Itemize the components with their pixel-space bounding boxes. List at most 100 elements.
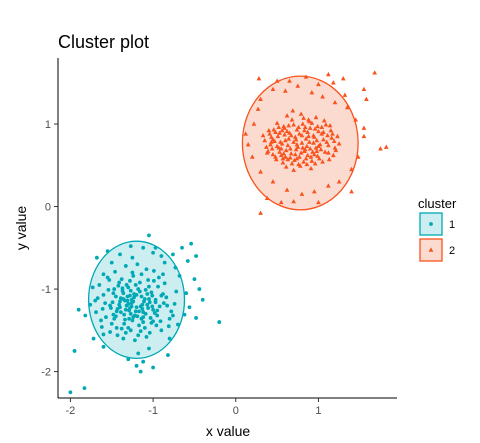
- cluster-2-point: [268, 134, 274, 139]
- cluster-1-point: [200, 297, 205, 302]
- cluster-1-point: [105, 275, 110, 280]
- cluster-1-point: [121, 336, 126, 341]
- cluster-2-point: [251, 121, 257, 126]
- cluster-2-point: [287, 78, 292, 83]
- cluster-2-point: [307, 125, 313, 130]
- cluster-1-point: [133, 309, 138, 314]
- cluster-2-point: [270, 137, 276, 142]
- cluster-1-point: [99, 318, 103, 323]
- cluster-1-point: [128, 244, 133, 249]
- cluster-1-point: [132, 292, 136, 296]
- x-tick-label: 0: [233, 405, 239, 417]
- cluster-1-point: [97, 283, 102, 287]
- cluster-1-point: [128, 328, 133, 333]
- cluster-1-point: [100, 306, 105, 311]
- cluster-1-point: [162, 281, 167, 286]
- cluster-2-point: [295, 144, 301, 149]
- cluster-2-point: [330, 131, 335, 136]
- legend-title: cluster: [418, 196, 457, 211]
- cluster-1-point: [118, 252, 122, 257]
- cluster-2-point: [283, 147, 289, 153]
- cluster-2-point: [361, 125, 367, 130]
- cluster-1-point: [175, 322, 180, 327]
- cluster-2-point: [316, 199, 321, 205]
- cluster-2-point: [322, 149, 328, 154]
- cluster-1-point: [149, 290, 154, 295]
- cluster-2-point: [289, 161, 295, 166]
- cluster-1-point: [173, 265, 178, 270]
- cluster-2-point: [274, 78, 280, 83]
- cluster-2-point: [277, 130, 282, 135]
- cluster-1-point: [130, 270, 135, 275]
- y-axis-ticks: -2 -1 0 1: [41, 119, 58, 379]
- cluster-1-point: [131, 273, 136, 278]
- cluster-2-point: [249, 154, 255, 159]
- cluster-1-point: [156, 284, 160, 289]
- cluster-1-point: [128, 288, 133, 293]
- cluster-1-point: [189, 241, 194, 246]
- cluster-1-point: [172, 302, 177, 306]
- cluster-2-point: [304, 161, 310, 167]
- cluster-1-point: [174, 289, 179, 294]
- cluster-1-point: [72, 349, 77, 353]
- cluster-2-point: [284, 128, 290, 134]
- cluster-2-point: [336, 141, 342, 146]
- cluster-1-point: [94, 310, 98, 315]
- cluster-1-point: [147, 297, 151, 301]
- data-points: [68, 70, 389, 395]
- cluster-1-point: [115, 306, 120, 311]
- cluster-1-point: [140, 302, 145, 307]
- cluster-1-point: [132, 338, 137, 343]
- cluster-2-point: [329, 135, 335, 140]
- cluster-1-point: [112, 287, 117, 291]
- cluster-2-point: [279, 128, 285, 133]
- cluster-2-point: [299, 191, 305, 196]
- cluster-2-point: [292, 151, 298, 157]
- cluster-2-point: [361, 86, 367, 92]
- cluster-1-point: [134, 305, 139, 310]
- cluster-1-point: [126, 302, 131, 306]
- cluster-2-point: [273, 156, 279, 162]
- cluster-2-point: [320, 94, 325, 99]
- cluster-1-point: [123, 264, 128, 268]
- cluster-1-point: [147, 300, 152, 305]
- cluster-2-point: [287, 130, 292, 135]
- cluster-2-point: [330, 80, 336, 85]
- cluster-2-point: [349, 166, 354, 172]
- cluster-1-point: [147, 233, 151, 238]
- cluster-1-point: [136, 333, 141, 338]
- y-tick-label: 1: [45, 119, 51, 131]
- cluster-1-point: [105, 249, 110, 254]
- cluster-2-point: [349, 189, 354, 194]
- cluster-1-point: [150, 293, 155, 298]
- y-axis-title: y value: [13, 206, 29, 251]
- cluster-1-point: [126, 357, 131, 362]
- cluster-1-point: [161, 301, 166, 305]
- cluster-2-point: [283, 88, 288, 93]
- cluster-1-point: [151, 319, 155, 324]
- cluster-2-point: [276, 124, 282, 130]
- cluster-1-point: [136, 351, 141, 356]
- cluster-1-point: [123, 307, 128, 312]
- cluster-1-point: [144, 267, 149, 272]
- cluster-2-point: [288, 151, 294, 156]
- cluster-2-point: [307, 139, 312, 144]
- cluster-1-point: [91, 336, 96, 341]
- cluster-1-point: [156, 275, 161, 280]
- y-tick-label: 0: [45, 202, 51, 214]
- cluster-1-point: [123, 330, 128, 335]
- cluster-2-point: [290, 108, 296, 113]
- cluster-1-point: [171, 313, 175, 318]
- cluster-2-point: [345, 104, 350, 110]
- chart-title: Cluster plot: [58, 32, 149, 52]
- cluster-2-point: [298, 150, 304, 155]
- cluster-1-point: [113, 294, 118, 299]
- cluster-1-point: [125, 298, 130, 303]
- cluster-2-point: [304, 143, 310, 148]
- cluster-1-point: [159, 254, 164, 258]
- y-tick-label: -2: [41, 367, 51, 379]
- cluster-2-point: [284, 187, 290, 192]
- cluster-2-point: [383, 144, 389, 149]
- x-tick-label: 1: [315, 405, 321, 417]
- cluster-2-point: [281, 151, 287, 156]
